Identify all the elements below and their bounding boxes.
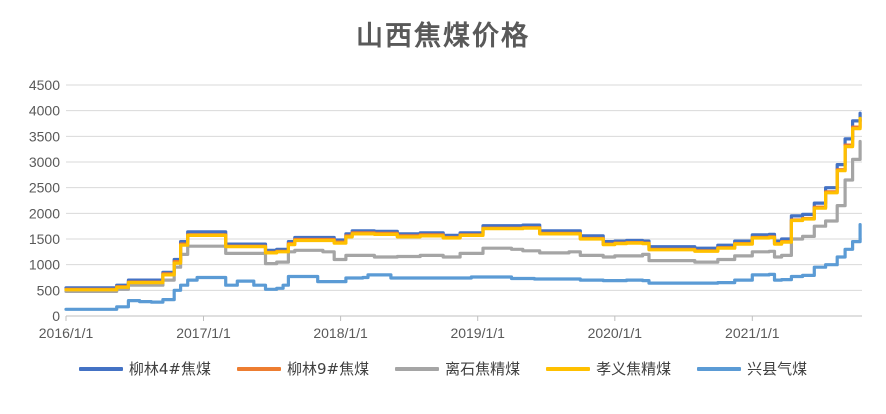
legend-item: 柳林4#焦煤 bbox=[78, 358, 211, 379]
series-line-2 bbox=[64, 118, 862, 291]
chart-title: 山西焦煤价格 bbox=[356, 21, 530, 52]
series-line-3 bbox=[64, 139, 862, 293]
y-tick-label: 4500 bbox=[29, 77, 60, 93]
legend-item: 兴县气煤 bbox=[697, 358, 807, 379]
series-line-5 bbox=[64, 223, 862, 311]
legend: 柳林4#焦煤 柳林9#焦煤 离石焦精煤 孝义焦精煤 兴县气煤 bbox=[0, 358, 886, 379]
legend-label: 孝义焦精煤 bbox=[596, 360, 672, 378]
y-tick-label: 3000 bbox=[29, 154, 60, 170]
legend-swatch bbox=[546, 366, 591, 371]
y-axis: 0 500 1000 1500 2000 2500 3000 3500 4000 4500 bbox=[29, 77, 60, 324]
y-tick-label: 3500 bbox=[29, 128, 60, 144]
y-tick-label: 2000 bbox=[29, 205, 60, 221]
legend-label: 兴县气煤 bbox=[747, 360, 808, 378]
y-tick-label: 2500 bbox=[29, 180, 60, 196]
y-tick-label: 500 bbox=[37, 282, 61, 298]
y-tick-label: 4000 bbox=[29, 103, 60, 119]
legend-item: 离石焦精煤 bbox=[395, 358, 520, 379]
y-tick-label: 1000 bbox=[29, 257, 60, 273]
legend-swatch bbox=[697, 366, 742, 371]
x-axis: 2016/1/1 2017/1/1 2018/1/1 2019/1/1 2020/1/1… bbox=[39, 316, 780, 341]
series-lines bbox=[64, 111, 862, 311]
series-line-1 bbox=[64, 111, 862, 290]
x-tick-label: 2018/1/1 bbox=[313, 325, 368, 341]
legend-swatch bbox=[395, 366, 440, 371]
legend-label: 离石焦精煤 bbox=[445, 360, 521, 378]
legend-item: 孝义焦精煤 bbox=[546, 358, 671, 379]
x-tick-label: 2016/1/1 bbox=[39, 325, 94, 341]
legend-swatch bbox=[236, 366, 281, 371]
y-tick-label: 0 bbox=[52, 308, 60, 324]
x-tick-label: 2017/1/1 bbox=[176, 325, 231, 341]
legend-swatch bbox=[78, 366, 123, 371]
x-tick-label: 2020/1/1 bbox=[588, 325, 643, 341]
legend-item: 柳林9#焦煤 bbox=[236, 358, 370, 379]
legend-label: 柳林4#焦煤 bbox=[128, 360, 211, 378]
gridlines bbox=[66, 84, 862, 317]
y-tick-label: 1500 bbox=[29, 231, 60, 247]
legend-label: 柳林9#焦煤 bbox=[286, 360, 370, 378]
series-line-4 bbox=[64, 116, 862, 292]
x-tick-label: 2019/1/1 bbox=[450, 325, 505, 341]
x-tick-label: 2021/1/1 bbox=[725, 325, 780, 341]
